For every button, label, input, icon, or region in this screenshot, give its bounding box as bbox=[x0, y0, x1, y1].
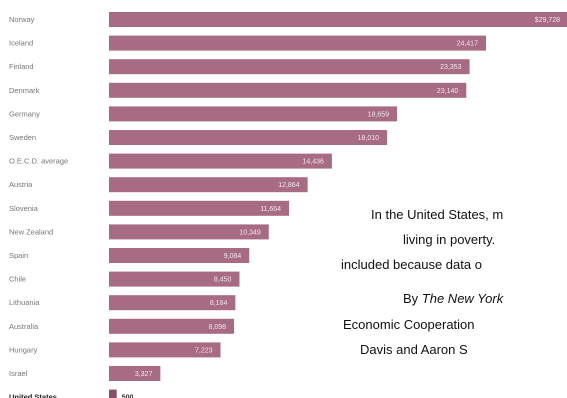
caption-byline: By The New York bbox=[403, 289, 503, 309]
bar-australia bbox=[109, 318, 235, 334]
category-label-new-zealand: New Zealand bbox=[9, 227, 53, 236]
category-label-austria: Austria bbox=[9, 180, 33, 189]
bar-denmark bbox=[109, 82, 467, 98]
category-label-sweden: Sweden bbox=[9, 133, 36, 142]
category-label-australia: Australia bbox=[9, 322, 39, 331]
value-label-germany: 18,659 bbox=[368, 111, 390, 118]
value-label-austria: 12,864 bbox=[278, 182, 300, 189]
category-label-germany: Germany bbox=[9, 109, 40, 118]
bar-finland bbox=[109, 59, 470, 75]
value-label-denmark: 23,140 bbox=[437, 88, 459, 95]
bar-slovenia bbox=[109, 200, 290, 216]
value-label-finland: 23,353 bbox=[440, 64, 462, 71]
value-label-new-zealand: 10,349 bbox=[239, 229, 261, 236]
caption-line-5: Economic Cooperation bbox=[343, 317, 475, 332]
bar-sweden bbox=[109, 130, 388, 145]
category-label-lithuania: Lithuania bbox=[9, 298, 40, 307]
category-label-o-e-c-d-average: O.E.C.D. average bbox=[9, 157, 68, 166]
bar-germany bbox=[109, 106, 398, 122]
value-label-iceland: 24,417 bbox=[457, 41, 479, 48]
category-label-slovenia: Slovenia bbox=[9, 204, 39, 213]
caption-byline-prefix: By bbox=[403, 291, 422, 306]
bar-hungary bbox=[109, 342, 221, 358]
value-label-slovenia: 11,664 bbox=[260, 206, 281, 213]
value-label-spain: 9,084 bbox=[224, 253, 242, 260]
caption-line-6: Davis and Aaron S bbox=[360, 342, 468, 357]
value-label-israel: 3,327 bbox=[135, 371, 153, 378]
category-label-chile: Chile bbox=[9, 275, 26, 284]
category-label-spain: Spain bbox=[9, 251, 28, 260]
caption-line-2: living in poverty. bbox=[403, 232, 496, 247]
category-label-israel: Israel bbox=[9, 369, 28, 378]
bar-iceland bbox=[109, 35, 486, 51]
category-label-norway: Norway bbox=[9, 15, 35, 24]
bar-spain bbox=[109, 248, 250, 263]
caption-line-1: In the United States, m bbox=[371, 207, 504, 222]
value-label-united-states: 500 bbox=[122, 395, 134, 398]
bar-new-zealand bbox=[109, 224, 269, 240]
bar-israel bbox=[109, 366, 161, 381]
value-label-lithuania: 8,184 bbox=[210, 300, 228, 307]
bar-lithuania bbox=[109, 295, 236, 311]
category-label-hungary: Hungary bbox=[9, 345, 38, 354]
bar-austria bbox=[109, 177, 308, 193]
bar-united-states bbox=[109, 389, 117, 398]
value-label-hungary: 7,223 bbox=[195, 347, 213, 354]
caption-line-3: included because data o bbox=[341, 257, 482, 272]
category-label-united-states: United States bbox=[9, 393, 57, 398]
value-label-chile: 8,450 bbox=[214, 277, 232, 284]
category-label-iceland: Iceland bbox=[9, 39, 33, 48]
category-label-finland: Finland bbox=[9, 62, 34, 71]
value-label-norway: $29,728 bbox=[535, 17, 560, 24]
category-label-denmark: Denmark bbox=[9, 86, 40, 95]
bar-chile bbox=[109, 271, 240, 287]
caption-byline-source: The New York bbox=[421, 291, 504, 306]
bar-norway bbox=[109, 12, 567, 27]
value-label-australia: 8,098 bbox=[209, 324, 227, 331]
bar-o-e-c-d-average bbox=[109, 153, 332, 169]
value-label-sweden: 18,010 bbox=[358, 135, 380, 142]
value-label-o-e-c-d-average: 14,436 bbox=[302, 159, 324, 166]
